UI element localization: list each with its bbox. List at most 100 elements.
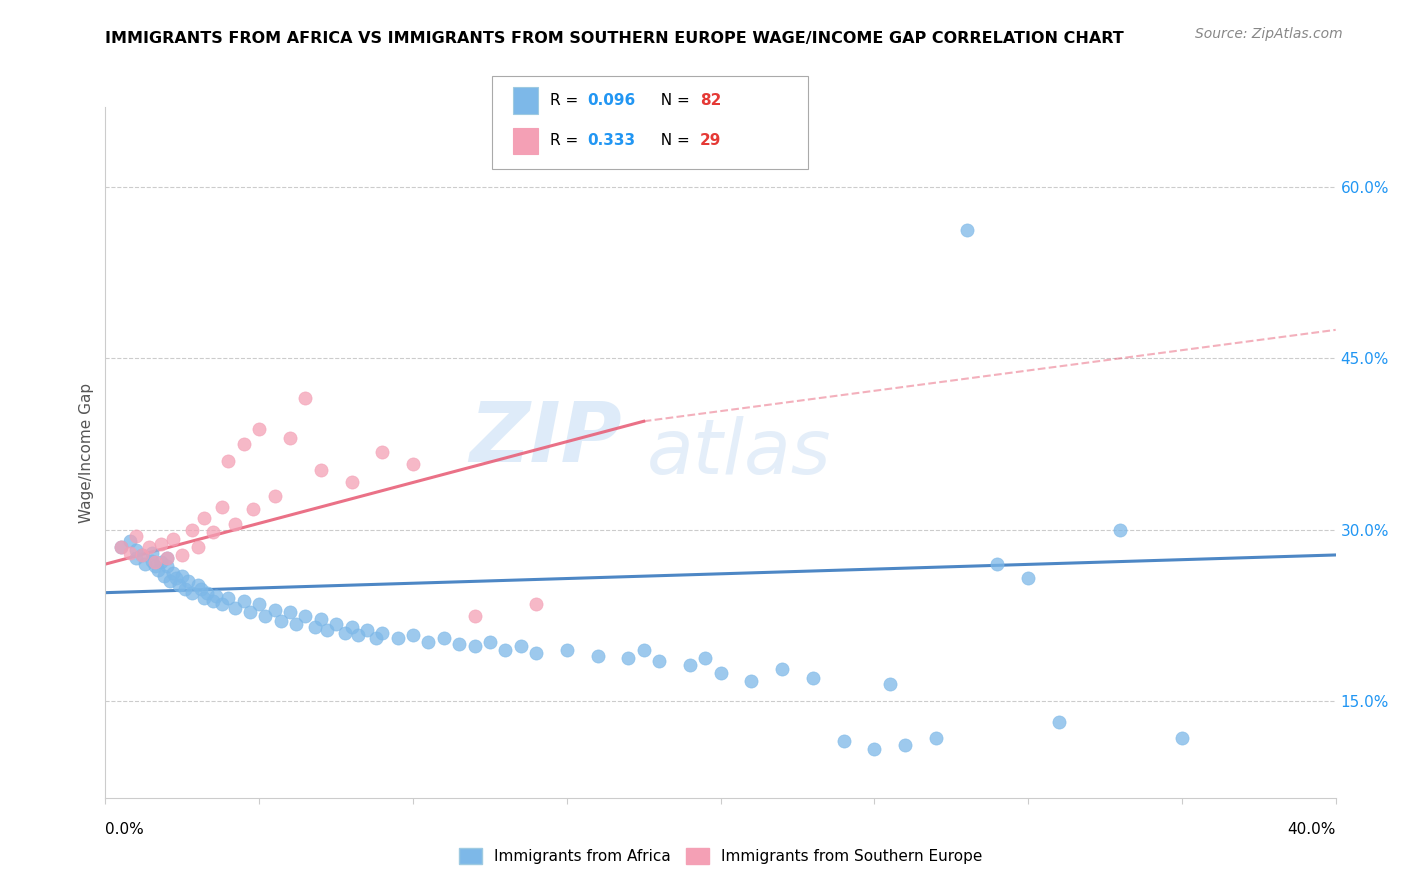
Point bbox=[402, 628, 425, 642]
Point bbox=[159, 574, 181, 589]
Point bbox=[879, 677, 901, 691]
Point bbox=[325, 616, 347, 631]
Point bbox=[478, 635, 501, 649]
Point bbox=[146, 563, 169, 577]
Point bbox=[211, 500, 233, 514]
Point bbox=[524, 646, 547, 660]
Point bbox=[278, 605, 301, 619]
Text: R =: R = bbox=[550, 134, 583, 148]
Point bbox=[156, 551, 179, 566]
Point bbox=[863, 742, 886, 756]
Point bbox=[509, 640, 531, 654]
Point bbox=[294, 608, 316, 623]
Point bbox=[1109, 523, 1132, 537]
Point bbox=[832, 734, 855, 748]
Point bbox=[366, 632, 388, 646]
Point bbox=[131, 548, 153, 562]
Point bbox=[278, 431, 301, 445]
Point bbox=[149, 555, 172, 569]
Y-axis label: Wage/Income Gap: Wage/Income Gap bbox=[79, 383, 94, 523]
Text: 0.096: 0.096 bbox=[588, 94, 636, 108]
Point bbox=[294, 392, 316, 406]
Point bbox=[418, 635, 440, 649]
Point bbox=[205, 589, 228, 603]
Point bbox=[143, 559, 166, 574]
Point bbox=[433, 632, 456, 646]
Point bbox=[309, 463, 332, 477]
Point bbox=[190, 582, 212, 597]
Point bbox=[156, 551, 179, 566]
Point bbox=[125, 528, 148, 542]
Point bbox=[211, 597, 233, 611]
Point bbox=[695, 650, 717, 665]
Point bbox=[125, 543, 148, 558]
Point bbox=[195, 585, 218, 599]
Point bbox=[247, 422, 270, 436]
Point bbox=[156, 559, 179, 574]
Point bbox=[202, 593, 225, 607]
Point bbox=[153, 568, 176, 582]
Point bbox=[193, 591, 215, 606]
Point bbox=[387, 632, 409, 646]
Point bbox=[263, 603, 285, 617]
Point bbox=[162, 566, 184, 581]
Point bbox=[1047, 714, 1070, 729]
Point bbox=[648, 654, 671, 668]
Point bbox=[956, 223, 979, 237]
Point bbox=[494, 642, 516, 657]
Point bbox=[309, 612, 332, 626]
Point bbox=[346, 628, 368, 642]
Point bbox=[1017, 571, 1039, 585]
Point bbox=[254, 608, 277, 623]
Point bbox=[242, 502, 264, 516]
Point bbox=[177, 574, 200, 589]
Text: ZIP: ZIP bbox=[470, 399, 621, 479]
Point bbox=[894, 738, 917, 752]
Point bbox=[371, 625, 394, 640]
Point bbox=[202, 525, 225, 540]
Point bbox=[138, 540, 160, 554]
Text: 40.0%: 40.0% bbox=[1288, 822, 1336, 837]
Point bbox=[169, 577, 191, 591]
Point bbox=[340, 475, 363, 489]
Point bbox=[218, 454, 240, 468]
Point bbox=[143, 555, 166, 569]
Text: N =: N = bbox=[651, 94, 695, 108]
Legend: Immigrants from Africa, Immigrants from Southern Europe: Immigrants from Africa, Immigrants from … bbox=[453, 842, 988, 871]
Point bbox=[232, 593, 254, 607]
Point bbox=[193, 511, 215, 525]
Text: 0.333: 0.333 bbox=[588, 134, 636, 148]
Point bbox=[224, 517, 246, 532]
Point bbox=[464, 640, 486, 654]
Point bbox=[285, 616, 308, 631]
Point bbox=[770, 662, 793, 676]
Text: 0.0%: 0.0% bbox=[105, 822, 145, 837]
Point bbox=[371, 445, 394, 459]
Point bbox=[356, 624, 378, 638]
Point bbox=[131, 548, 153, 562]
Point bbox=[120, 546, 141, 560]
Point bbox=[586, 648, 609, 663]
Point bbox=[120, 534, 141, 549]
Point bbox=[402, 457, 425, 471]
Point bbox=[633, 642, 655, 657]
Point bbox=[524, 597, 547, 611]
Point bbox=[174, 582, 197, 597]
Point bbox=[125, 551, 148, 566]
Point bbox=[925, 731, 948, 745]
Point bbox=[1171, 731, 1194, 745]
Point bbox=[710, 665, 733, 680]
Point bbox=[141, 546, 163, 560]
Point bbox=[247, 597, 270, 611]
Text: Source: ZipAtlas.com: Source: ZipAtlas.com bbox=[1195, 27, 1343, 41]
Point bbox=[110, 540, 132, 554]
Point bbox=[679, 657, 702, 672]
Point bbox=[449, 637, 471, 651]
Text: N =: N = bbox=[651, 134, 695, 148]
Text: atlas: atlas bbox=[647, 416, 831, 490]
Text: R =: R = bbox=[550, 94, 583, 108]
Point bbox=[304, 620, 326, 634]
Point bbox=[239, 605, 262, 619]
Text: IMMIGRANTS FROM AFRICA VS IMMIGRANTS FROM SOUTHERN EUROPE WAGE/INCOME GAP CORREL: IMMIGRANTS FROM AFRICA VS IMMIGRANTS FRO… bbox=[105, 31, 1125, 46]
Point bbox=[335, 625, 357, 640]
